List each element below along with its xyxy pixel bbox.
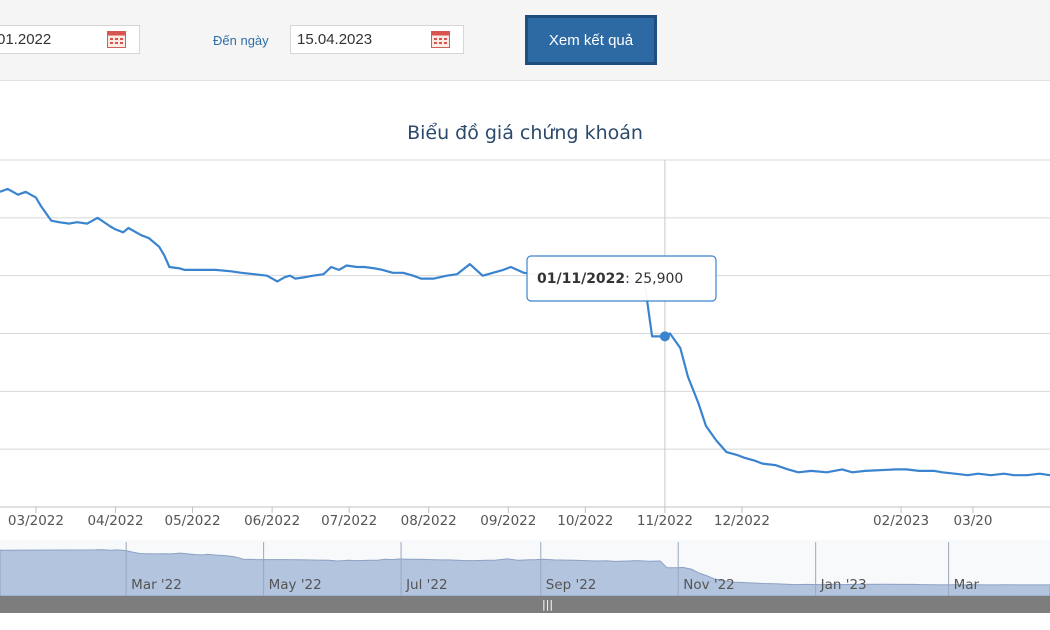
navigator-area bbox=[0, 549, 1050, 596]
navigator-tick-label: Mar '22 bbox=[131, 577, 182, 593]
to-date-label: Đến ngày bbox=[213, 33, 269, 48]
price-tooltip: 01/11/2022: 25,900 bbox=[526, 255, 717, 302]
navigator-tick-label: Nov '22 bbox=[683, 577, 735, 593]
x-tick-label: 11/2022 bbox=[637, 513, 693, 529]
stock-price-chart: Biểu đồ giá chứng khoán 03/2022 04/2022 05… bbox=[0, 122, 1050, 596]
view-results-button[interactable]: Xem kết quả bbox=[525, 15, 657, 65]
from-date-value: 01.2022 bbox=[0, 31, 52, 48]
x-tick-label: 03/20 bbox=[954, 513, 993, 529]
navigator-tick-label: Jan '23 bbox=[820, 577, 867, 593]
scrollbar-grip-icon[interactable]: ||| bbox=[542, 598, 554, 611]
to-date-value: 15.04.2023 bbox=[297, 31, 373, 48]
navigator-tick-label: Jul '22 bbox=[405, 577, 447, 593]
navigator-tick-label: May '22 bbox=[269, 577, 322, 593]
x-tick-label: 09/2022 bbox=[480, 513, 536, 529]
navigator-scrollbar[interactable]: ||| bbox=[0, 596, 1050, 613]
x-tick-label: 10/2022 bbox=[557, 513, 613, 529]
price-line bbox=[0, 187, 1050, 477]
navigator-tick-label: Sep '22 bbox=[546, 577, 597, 593]
from-date-input[interactable]: 01.2022 bbox=[0, 25, 140, 54]
hover-point bbox=[659, 331, 670, 342]
x-tick-label: 08/2022 bbox=[401, 513, 457, 529]
x-tick-label: 05/2022 bbox=[164, 513, 220, 529]
calendar-icon[interactable] bbox=[107, 31, 126, 48]
x-tick-label: 04/2022 bbox=[87, 513, 143, 529]
date-filter-toolbar: 01.2022 Đến ngày 15.04.2023 Xem kết quả bbox=[0, 0, 1050, 81]
range-navigator[interactable]: Mar '22 May '22 Jul '22 Sep '22 Nov '22 Jan '… bbox=[0, 540, 1050, 596]
tooltip-separator: : bbox=[625, 271, 634, 287]
tooltip-value: 25,900 bbox=[634, 271, 683, 287]
x-tick-label: 06/2022 bbox=[244, 513, 300, 529]
x-tick-label: 03/2022 bbox=[8, 513, 64, 529]
chart-title: Biểu đồ giá chứng khoán bbox=[407, 122, 643, 144]
calendar-icon[interactable] bbox=[431, 31, 450, 48]
to-date-input[interactable]: 15.04.2023 bbox=[290, 25, 464, 54]
x-tick-label: 07/2022 bbox=[321, 513, 377, 529]
navigator-tick-label: Mar bbox=[954, 577, 980, 593]
tooltip-date: 01/11/2022 bbox=[537, 271, 625, 287]
x-tick-label: 12/2022 bbox=[714, 513, 770, 529]
x-tick-label: 02/2023 bbox=[873, 513, 929, 529]
svg-text:01/11/2022: 25,900: 01/11/2022: 25,900 bbox=[537, 271, 683, 287]
